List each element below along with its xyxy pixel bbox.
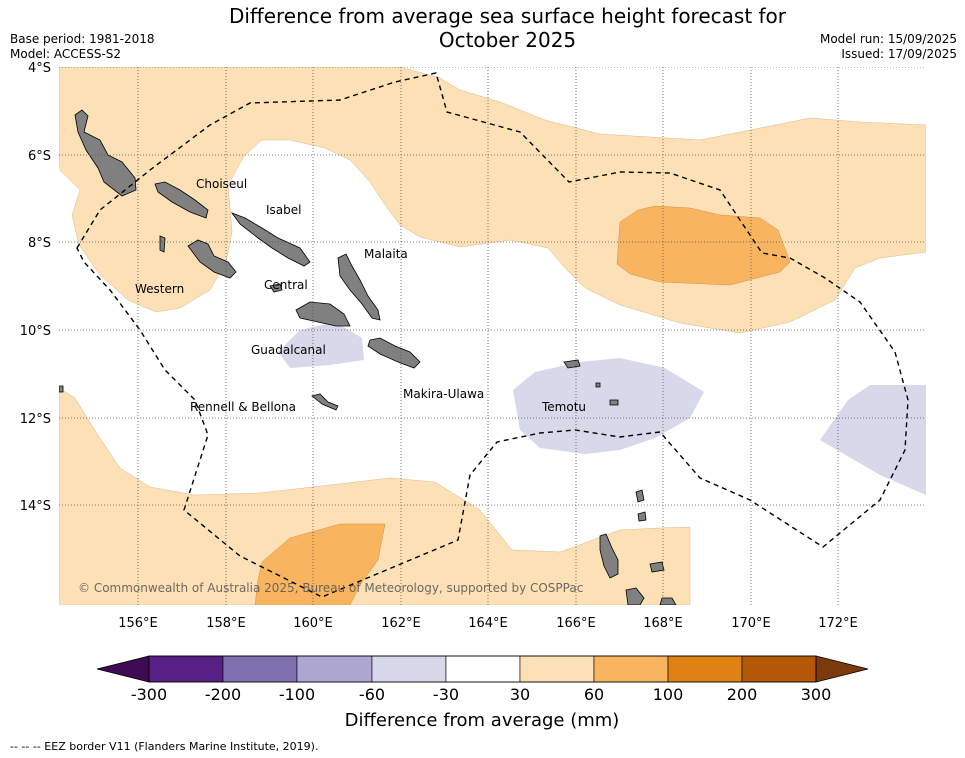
- lon-label: 168°E: [643, 616, 683, 631]
- label-guadalcanal: Guadalcanal: [251, 343, 326, 357]
- colorbar-tick-labels: -300 -200 -100 -60 -30 30 60 100 200 300: [131, 685, 831, 704]
- lat-label: 10°S: [20, 324, 51, 339]
- colorbar-tick: 300: [801, 685, 832, 704]
- colorbar-extend-max: [815, 655, 869, 683]
- run-info: Model run: 15/09/2025 Issued: 17/09/2025: [820, 32, 957, 62]
- island-guadalcanal: [295, 301, 351, 327]
- colorbar: -300 -200 -100 -60 -30 30 60 100 200 300…: [96, 655, 869, 731]
- colorbar-tick: -100: [279, 685, 315, 704]
- negative-anomaly-region-30-60: [513, 358, 704, 454]
- lon-label: 158°E: [206, 616, 246, 631]
- label-isabel: Isabel: [266, 203, 301, 217]
- island-edge-west: [59, 385, 64, 393]
- island-vanuatu-small: [625, 587, 645, 605]
- base-period: Base period: 1981-2018: [10, 32, 155, 46]
- island-vanuatu-small: [659, 597, 677, 605]
- label-central: Central: [264, 278, 308, 292]
- island-vanuatu-small: [649, 561, 665, 573]
- label-choiseul: Choiseul: [196, 177, 247, 191]
- eez-legend-note: -- -- -- EEZ border V11 (Flanders Marine…: [10, 740, 319, 753]
- colorbar-title: Difference from average (mm): [345, 710, 620, 731]
- graticule: [59, 67, 926, 605]
- colorbar-segment: [519, 655, 595, 683]
- label-rennell-bellona: Rennell & Bellona: [190, 400, 296, 414]
- title-line-1: Difference from average sea surface heig…: [228, 4, 787, 28]
- colorbar-segment: [296, 655, 373, 683]
- label-temotu: Temotu: [541, 400, 586, 414]
- island-vanuatu-small: [635, 489, 645, 503]
- eez-border: [76, 72, 909, 598]
- island-small-temotu: [595, 382, 601, 388]
- label-malaita: Malaita: [364, 247, 408, 261]
- island-malaita: [337, 253, 381, 321]
- positive-anomaly-region-30-60: [59, 387, 691, 605]
- island-choiseul-bougainville: [74, 109, 137, 197]
- island-western-small: [159, 235, 166, 253]
- longitude-labels: 156°E 158°E 160°E 162°E 164°E 166°E 168°…: [118, 616, 858, 631]
- map-title: Difference from average sea surface heig…: [160, 4, 855, 52]
- model-name: Model: ACCESS-S2: [10, 47, 122, 61]
- positive-anomaly-region-60-100: [616, 205, 791, 286]
- model-run: Model run: 15/09/2025: [819, 32, 957, 46]
- province-labels: Choiseul Isabel Malaita Western Central …: [135, 177, 586, 414]
- land-masses: [59, 109, 677, 605]
- island-isabel: [230, 212, 311, 267]
- island-small-temotu: [609, 399, 619, 406]
- negative-anomaly-region-30-60: [278, 322, 364, 368]
- colorbar-tick: 200: [727, 685, 758, 704]
- lat-label: 14°S: [20, 499, 51, 514]
- colorbar-tick: -60: [359, 685, 385, 704]
- colorbar-tick: -200: [205, 685, 241, 704]
- colorbar-extend-min: [96, 655, 150, 683]
- lon-label: 164°E: [468, 616, 508, 631]
- issued-date: Issued: 17/09/2025: [841, 47, 957, 61]
- lat-label: 4°S: [28, 61, 51, 76]
- lat-label: 8°S: [28, 236, 51, 251]
- label-makira-ulawa: Makira-Ulawa: [403, 387, 484, 401]
- colorbar-segment: [741, 655, 817, 683]
- lon-label: 156°E: [118, 616, 158, 631]
- label-western: Western: [135, 282, 184, 296]
- negative-anomaly-region-30-60: [820, 385, 926, 495]
- colorbar-tick: -30: [433, 685, 459, 704]
- colorbar-segment: [222, 655, 298, 683]
- copyright-notice: © Commonwealth of Australia 2025, Bureau…: [78, 581, 583, 595]
- colorbar-segment: [593, 655, 669, 683]
- colorbar-tick: -300: [131, 685, 167, 704]
- map-area: Choiseul Isabel Malaita Western Central …: [59, 67, 926, 605]
- colorbar-tick: 100: [653, 685, 684, 704]
- lon-label: 170°E: [731, 616, 771, 631]
- colorbar-tick: 30: [510, 685, 530, 704]
- lon-label: 172°E: [818, 616, 858, 631]
- island-choiseul: [154, 181, 209, 219]
- latitude-labels: 4°S 6°S 8°S 10°S 12°S 14°S: [20, 61, 51, 514]
- island-central: [269, 283, 283, 293]
- colorbar-segment: [445, 655, 521, 683]
- colorbar-tick: 60: [584, 685, 604, 704]
- island-vanuatu-small: [637, 511, 647, 522]
- colorbar-segment: [371, 655, 447, 683]
- colorbar-segment: [667, 655, 743, 683]
- lat-label: 12°S: [20, 412, 51, 427]
- title-line-2: October 2025: [438, 28, 577, 52]
- lon-label: 160°E: [293, 616, 333, 631]
- island-makira: [367, 337, 421, 369]
- island-vanuatu-north: [599, 533, 619, 579]
- model-info: Base period: 1981-2018 Model: ACCESS-S2: [10, 32, 155, 62]
- colorbar-segment: [148, 655, 224, 683]
- lat-label: 6°S: [28, 149, 51, 164]
- lon-label: 162°E: [381, 616, 421, 631]
- island-rennell: [311, 393, 339, 411]
- lon-label: 166°E: [556, 616, 596, 631]
